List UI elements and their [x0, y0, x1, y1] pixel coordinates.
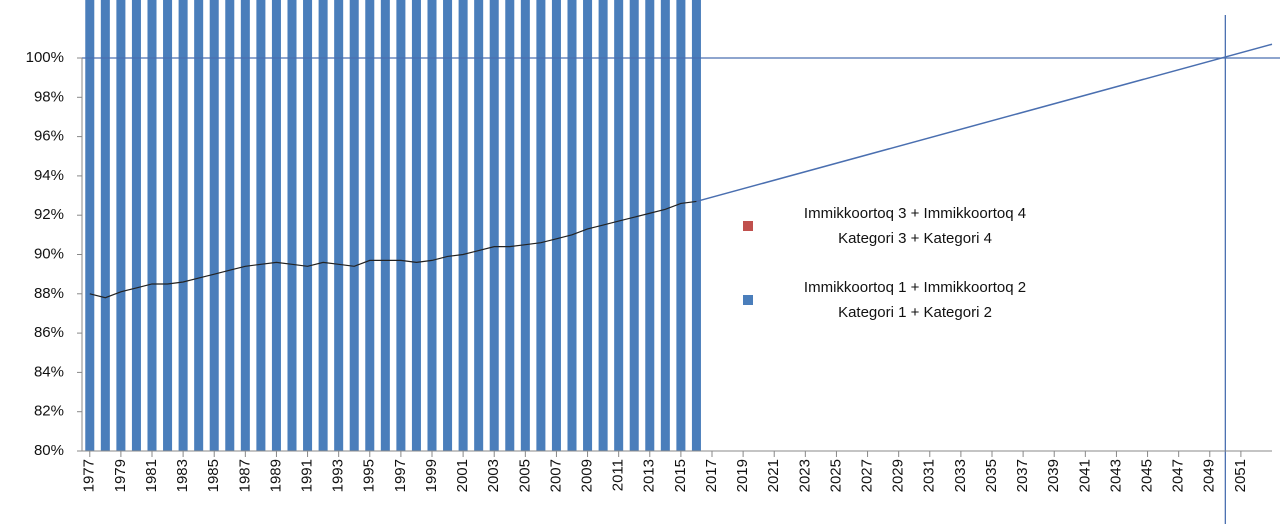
- bar-segment: [365, 0, 375, 451]
- y-tick-label: 82%: [34, 403, 64, 420]
- bar-segment: [489, 0, 499, 451]
- bar-segment: [303, 0, 313, 451]
- bar-segment: [536, 0, 546, 451]
- x-tick-label: 1993: [330, 459, 347, 492]
- bar-segment: [520, 0, 530, 451]
- bar-segment: [396, 0, 406, 451]
- legend-swatch: [743, 295, 753, 305]
- x-tick-label: 2005: [516, 459, 533, 492]
- x-tick-label: 1987: [236, 459, 253, 492]
- bar-segment: [676, 0, 686, 451]
- y-tick-label: 80%: [34, 442, 64, 459]
- bar-segment: [116, 0, 126, 451]
- bar-segment: [178, 0, 188, 451]
- x-tick-label: 2009: [579, 459, 596, 492]
- y-tick-label: 90%: [34, 245, 64, 262]
- y-tick-label: 86%: [34, 324, 64, 341]
- bar-segment: [194, 0, 204, 451]
- x-tick-label: 2043: [1107, 459, 1124, 492]
- x-tick-label: 2041: [1076, 459, 1093, 492]
- bar-segment: [334, 0, 344, 451]
- x-tick-label: 2031: [921, 459, 938, 492]
- x-tick-label: 1981: [143, 459, 160, 492]
- x-tick-label: 2015: [672, 459, 689, 492]
- x-tick-label: 1985: [205, 459, 222, 492]
- bar-segment: [411, 0, 421, 451]
- legend-swatch: [743, 221, 753, 231]
- x-tick-label: 2001: [454, 459, 471, 492]
- x-tick-label: 2021: [765, 459, 782, 492]
- bar-segment: [240, 0, 250, 451]
- x-tick-label: 2051: [1232, 459, 1249, 492]
- x-tick-label: 2017: [703, 459, 720, 492]
- bar-segment: [474, 0, 484, 451]
- x-tick-label: 1995: [361, 459, 378, 492]
- bar-segment: [225, 0, 235, 451]
- x-tick-label: 2037: [1014, 459, 1031, 492]
- bar-segment: [380, 0, 390, 451]
- y-tick-label: 92%: [34, 206, 64, 223]
- bar-segment: [660, 0, 670, 451]
- bar-segment: [147, 0, 157, 451]
- y-tick-label: 88%: [34, 285, 64, 302]
- x-tick-label: 2027: [859, 459, 876, 492]
- x-tick-label: 1999: [423, 459, 440, 492]
- y-tick-label: 98%: [34, 88, 64, 105]
- x-tick-label: 2019: [734, 459, 751, 492]
- y-tick-label: 100%: [26, 49, 64, 66]
- x-tick-label: 1977: [81, 459, 98, 492]
- x-tick-label: 2035: [983, 459, 1000, 492]
- x-tick-label: 2045: [1139, 459, 1156, 492]
- x-tick-label: 1979: [112, 459, 129, 492]
- x-tick-label: 2011: [610, 459, 627, 491]
- bar-segment: [349, 0, 359, 451]
- bar-segment: [583, 0, 593, 451]
- x-tick-label: 1983: [174, 459, 191, 492]
- bar-segment: [691, 0, 701, 451]
- bar-segment: [163, 0, 173, 451]
- x-tick-label: 1997: [392, 459, 409, 492]
- bar-segment: [209, 0, 219, 451]
- bar-segment: [645, 0, 655, 451]
- bar-segment: [271, 0, 281, 451]
- y-tick-label: 84%: [34, 363, 64, 380]
- bar-segment: [256, 0, 266, 451]
- legend-label: Immikkoortoq 3 + Immikkoortoq 4 Kategori …: [804, 205, 1026, 247]
- x-tick-label: 2023: [796, 459, 813, 492]
- bar-segment: [287, 0, 297, 451]
- x-tick-label: 2047: [1170, 459, 1187, 492]
- x-tick-label: 2049: [1201, 459, 1218, 492]
- x-tick-label: 2033: [952, 459, 969, 492]
- bar-segment: [458, 0, 468, 451]
- bar-segment: [85, 0, 95, 451]
- bar-segment: [427, 0, 437, 451]
- x-tick-label: 2025: [827, 459, 844, 492]
- x-tick-label: 2003: [485, 459, 502, 492]
- bar-segment: [551, 0, 561, 451]
- bar-segment: [131, 0, 141, 451]
- x-tick-label: 1989: [267, 459, 284, 492]
- x-tick-label: 1991: [299, 459, 316, 492]
- x-tick-label: 2039: [1045, 459, 1062, 492]
- bar-segment: [505, 0, 515, 451]
- legend-label: Immikkoortoq 1 + Immikkoortoq 2 Kategori …: [804, 279, 1026, 321]
- bar-segment: [629, 0, 639, 451]
- bar-segment: [443, 0, 453, 451]
- x-tick-label: 2007: [547, 459, 564, 492]
- bar-segment: [100, 0, 110, 451]
- x-tick-label: 2029: [890, 459, 907, 492]
- series-edge: [89, 200, 697, 299]
- y-tick-label: 94%: [34, 167, 64, 184]
- bar-segment: [318, 0, 328, 451]
- bar-segment: [614, 0, 624, 451]
- x-tick-label: 2013: [641, 459, 658, 492]
- bar-segment: [567, 0, 577, 451]
- y-tick-label: 96%: [34, 128, 64, 145]
- trend-line: [696, 43, 1273, 203]
